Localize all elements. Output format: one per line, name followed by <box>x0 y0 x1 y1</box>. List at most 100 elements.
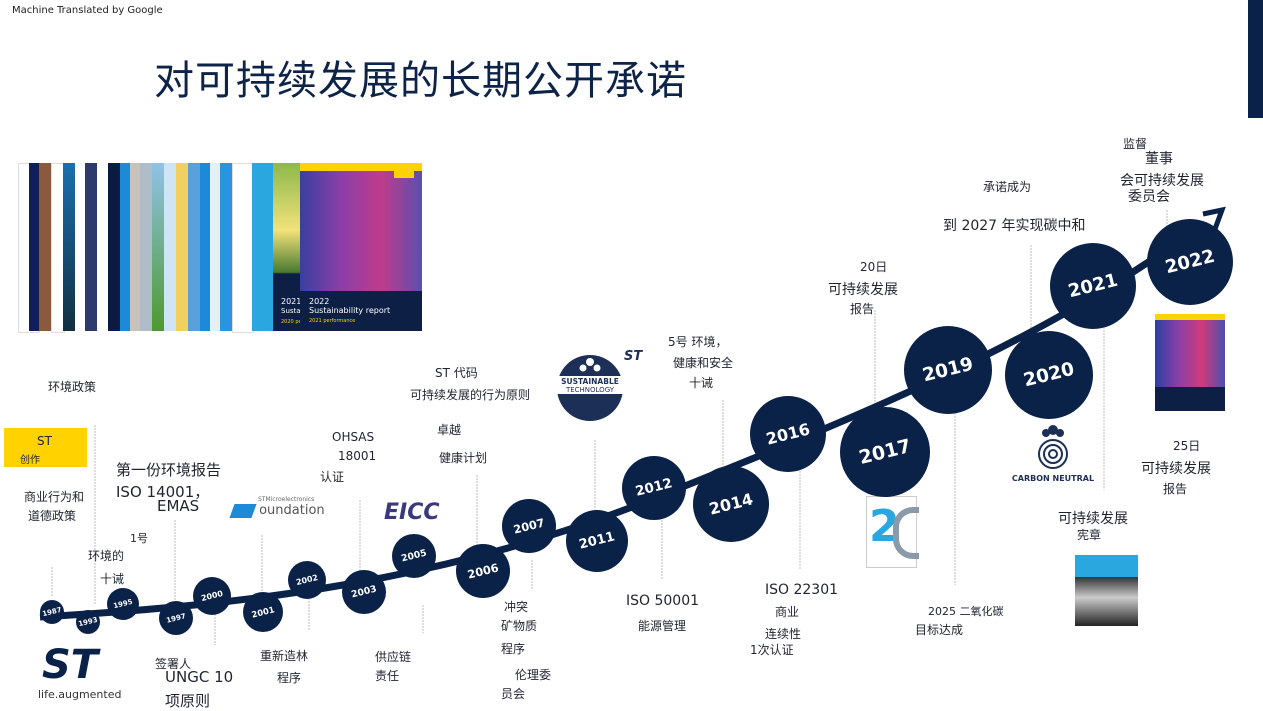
health-plan-label: 健康计划 <box>439 451 488 465</box>
num1-label: 1号 <box>130 532 148 545</box>
year-circle-2016 <box>750 396 826 472</box>
reforestation-label: 重新造林 <box>260 649 309 663</box>
cover-2022-perf: 2021 performance <box>309 318 356 324</box>
year-circle-2014 <box>693 466 769 542</box>
env-policy-label: 环境政策 <box>48 380 97 394</box>
reforestation-label-2: 程序 <box>277 671 302 685</box>
year-circle-2020 <box>1005 331 1093 419</box>
year-circle-2019 <box>904 326 992 414</box>
year-circle-2003 <box>342 570 386 614</box>
year-circle-2017 <box>840 407 930 497</box>
report-thumbnail-20th: 2 <box>866 496 919 568</box>
report-20th-label-3: 报告 <box>850 302 875 316</box>
emas-label: EMAS <box>157 497 200 515</box>
board-committee-label-2: 董事 <box>1145 151 1173 167</box>
cover-2022-sub: Sustainability report <box>309 306 391 315</box>
report-thumbnail-25th <box>1155 314 1225 411</box>
sustainable-technology-logo: SUSTAINABLE TECHNOLOGY ST <box>556 349 643 421</box>
page-title: 对可持续发展的长期公开承诺 <box>154 58 687 104</box>
report-20th-label: 20日 <box>860 260 888 274</box>
cover-2021-year: 2021 <box>281 297 302 306</box>
ethics-committee-label: 伦理委 <box>515 668 552 682</box>
env-decalogue-label: 环境的 <box>88 549 125 563</box>
sustainability-charter-label: 可持续发展 <box>1058 511 1128 527</box>
st-created-label: ST <box>37 434 52 448</box>
ehs-decalogue-label: 5号 环境， <box>668 335 728 349</box>
st-created-box: ST 创作 <box>4 428 87 467</box>
cover-2021-sub: Susta <box>281 307 301 315</box>
st-logo: ST <box>42 642 99 688</box>
carbon-neutral-logo: CARBON NEUTRAL <box>1012 425 1094 483</box>
business-continuity-label: 商业 <box>775 605 800 619</box>
ethics-committee-label-2: 员会 <box>501 687 526 701</box>
report-cover-2021: 2021 Susta 2020 pe <box>273 163 303 331</box>
svg-text:ST: ST <box>624 349 643 364</box>
st-foundation-logo: oundation STMicroelectronics <box>229 496 325 519</box>
year-circle-2011 <box>566 510 628 572</box>
signatory-label: 签署人 <box>155 657 192 671</box>
year-circle-1993 <box>76 610 100 634</box>
eicc-logo: EICC <box>384 500 440 525</box>
business-conduct-label-2: 道德政策 <box>28 509 77 523</box>
cover-2021-perf: 2020 pe <box>281 319 302 325</box>
year-circle-1997 <box>159 601 193 635</box>
conflict-minerals-label-2: 矿物质 <box>501 619 538 633</box>
business-conduct-label: 商业行为和 <box>24 490 85 504</box>
co2-target-label: 2025 二氧化碳 <box>928 605 1004 618</box>
iso14001-label: ISO 14001， <box>116 483 210 501</box>
st-code-label: ST 代码 <box>435 366 478 380</box>
sustainability-charter-label-2: 宪章 <box>1077 528 1102 542</box>
env-decalogue-label-2: 十诫 <box>100 572 125 586</box>
certification-label: 认证 <box>320 470 345 484</box>
year-circle-2022 <box>1147 219 1233 305</box>
svg-text:SUSTAINABLE: SUSTAINABLE <box>561 377 619 386</box>
year-circle-2001 <box>243 592 283 632</box>
ohsas-label: OHSAS <box>332 430 375 444</box>
report-cover-2022: 2022 Sustainability report 2021 performa… <box>300 163 422 331</box>
supply-chain-label-2: 责任 <box>375 669 400 683</box>
year-circle-1987 <box>40 600 64 624</box>
ungc-label: UNGC 10 <box>165 668 234 686</box>
machine-translated-note: Machine Translated by Google <box>12 5 163 16</box>
report-25th-label: 25日 <box>1173 439 1201 453</box>
year-circle-2000 <box>193 577 231 615</box>
business-continuity-label-3: 1次认证 <box>750 643 794 657</box>
report-20th-label-2: 可持续发展 <box>828 282 898 298</box>
carbon-neutral-2027-label: 到 2027 年实现碳中和 <box>943 218 1086 234</box>
year-circle-2006 <box>456 544 510 598</box>
excellence-label: 卓越 <box>437 423 462 437</box>
conflict-minerals-label-3: 程序 <box>501 642 526 656</box>
report-thumbnail-charter <box>1075 555 1138 626</box>
board-committee-label-4: 委员会 <box>1128 189 1170 205</box>
ohsas-number-label: 18001 <box>338 449 377 463</box>
report-25th-label-3: 报告 <box>1163 482 1188 496</box>
cover-2022-year: 2022 <box>309 297 330 306</box>
co2-target-label-2: 目标达成 <box>915 623 964 637</box>
energy-mgmt-label: 能源管理 <box>638 619 687 633</box>
svg-text:TECHNOLOGY: TECHNOLOGY <box>565 386 615 394</box>
year-circle-2005 <box>392 534 436 578</box>
business-continuity-label-2: 连续性 <box>765 627 802 641</box>
year-circle-1995 <box>107 588 139 620</box>
navy-accent-bar <box>1248 0 1263 118</box>
leader-lines <box>51 210 1168 645</box>
iso22301-label: ISO 22301 <box>765 582 839 598</box>
first-env-report-label: 第一份环境报告 <box>116 461 222 479</box>
st-tagline: life.augmented <box>38 688 122 701</box>
year-circle-2012 <box>622 456 686 520</box>
year-circle-2021 <box>1050 243 1136 329</box>
ehs-decalogue-label-2: 健康和安全 <box>673 356 734 370</box>
commitment-label: 承诺成为 <box>983 180 1032 194</box>
report-25th-label-2: 可持续发展 <box>1141 461 1211 477</box>
board-committee-label-3: 会可持续发展 <box>1120 173 1204 189</box>
year-circle-2007 <box>502 499 556 553</box>
svg-text:CARBON NEUTRAL: CARBON NEUTRAL <box>1012 474 1094 483</box>
timeline-arrow-icon <box>1202 206 1226 230</box>
iso50001-label: ISO 50001 <box>626 593 700 609</box>
board-committee-label: 监督 <box>1123 137 1148 151</box>
st-code-label-2: 可持续发展的行为原则 <box>410 388 531 402</box>
conflict-minerals-label: 冲突 <box>504 600 529 614</box>
year-circle-2002 <box>288 561 326 599</box>
supply-chain-label: 供应链 <box>375 650 412 664</box>
